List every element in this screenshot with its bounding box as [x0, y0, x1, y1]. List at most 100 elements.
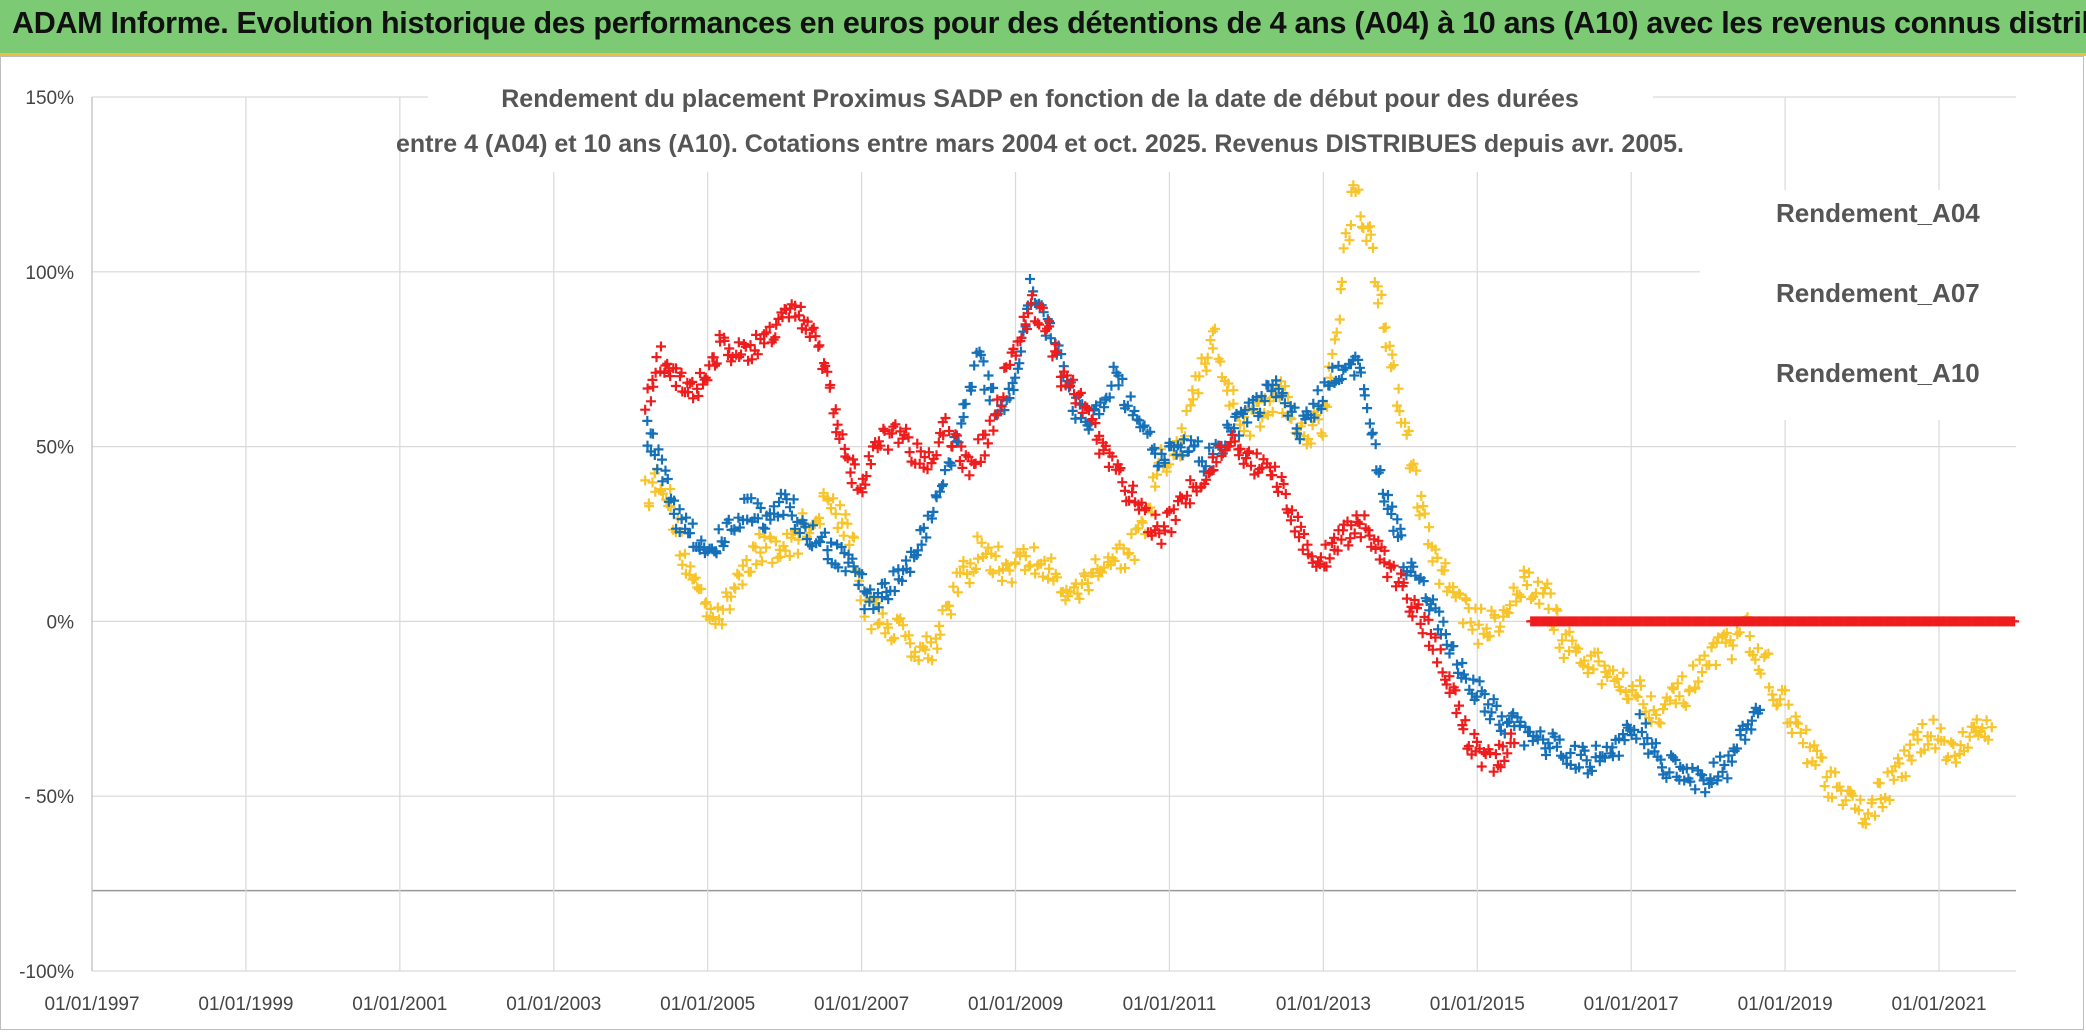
a07-point: [808, 520, 818, 531]
a07-point: [1014, 358, 1025, 369]
a04-point: [814, 518, 825, 529]
a04-point: [1830, 767, 1841, 778]
a07-point: [657, 476, 668, 487]
a07-point: [1468, 674, 1479, 685]
a07-point: [1067, 405, 1078, 416]
a04-point: [1473, 619, 1484, 630]
a04-point: [835, 500, 845, 511]
a10-point: [711, 358, 722, 369]
a04-point: [1043, 573, 1054, 584]
a10-point: [837, 429, 848, 440]
a04-point: [1202, 352, 1213, 363]
a07-point: [786, 510, 797, 521]
a04-point: [1620, 687, 1631, 697]
a07-point: [1312, 385, 1323, 396]
a04-point: [1455, 589, 1466, 600]
a04-point: [1412, 502, 1423, 513]
a07-point: [1735, 730, 1746, 741]
a10-point: [1289, 526, 1300, 537]
a10-point: [980, 429, 991, 440]
a04-point: [920, 644, 931, 655]
a10-point: [1297, 544, 1308, 555]
a10-point: [1345, 533, 1356, 544]
a07-point: [752, 513, 763, 524]
a04-point: [1793, 718, 1803, 729]
a04-point: [1711, 637, 1722, 648]
a04-point: [1411, 465, 1422, 476]
a10-point: [1166, 527, 1177, 538]
a07-point: [1565, 748, 1576, 758]
a10-point: [1055, 371, 1066, 382]
a07-point: [1138, 422, 1149, 433]
a04-point: [1072, 588, 1083, 599]
a10-point: [846, 478, 857, 489]
a04-point: [755, 547, 766, 558]
a07-point: [960, 398, 971, 409]
a07-point: [916, 539, 927, 550]
a07-point: [774, 497, 785, 507]
a10-point: [973, 434, 984, 445]
a04-point: [1623, 694, 1634, 705]
a04-point: [665, 484, 676, 494]
a10-point: [1117, 477, 1128, 488]
a04-point: [1307, 420, 1318, 431]
a04-point: [1763, 648, 1774, 659]
a10-point: [1336, 534, 1347, 545]
a07-point: [772, 511, 783, 522]
a10-point: [1321, 561, 1332, 572]
x-tick-label: 01/01/2019: [1738, 994, 1833, 1015]
a07-point: [794, 528, 805, 538]
a04-point: [1001, 558, 1012, 569]
a04-point: [842, 518, 853, 529]
a10-point: [1090, 418, 1101, 429]
a07-point: [1515, 716, 1526, 727]
a10-point: [1379, 557, 1390, 568]
a04-point: [1099, 562, 1109, 573]
a10-point: [849, 459, 860, 470]
a04-point: [1726, 654, 1737, 665]
a04-point: [1638, 699, 1649, 710]
a10-point: [1355, 532, 1366, 543]
a04-point: [944, 600, 955, 611]
a07-point: [1746, 724, 1757, 735]
a04-point: [1476, 603, 1487, 614]
a04-point: [1338, 243, 1349, 254]
a10-point: [710, 360, 720, 371]
a04-point: [823, 495, 834, 506]
a04-point: [1697, 667, 1708, 678]
a07-point: [1452, 659, 1462, 670]
a04-point: [1775, 694, 1786, 705]
a04-point: [921, 631, 932, 642]
a04-point: [976, 537, 987, 548]
a10-point: [1460, 715, 1471, 726]
a07-point: [1099, 402, 1110, 413]
a10-point: [923, 447, 934, 458]
a04-point: [1432, 552, 1443, 563]
a04-point: [1006, 577, 1017, 588]
a07-point: [642, 415, 653, 426]
a07-point: [742, 514, 753, 525]
a07-point: [1271, 375, 1282, 386]
a04-point: [1615, 685, 1626, 696]
a04-point: [1284, 412, 1295, 423]
a04-point: [674, 550, 685, 561]
a10-point: [1413, 599, 1424, 610]
a07-point: [1192, 436, 1203, 447]
a07-point: [1159, 457, 1170, 468]
a10-point: [957, 462, 968, 473]
a07-point: [1731, 743, 1742, 754]
a07-point: [1650, 738, 1661, 749]
a04-point: [958, 561, 969, 572]
a04-point: [1935, 723, 1946, 734]
a10-point: [1280, 489, 1291, 499]
a04-point: [970, 563, 981, 574]
a04-point: [877, 608, 888, 619]
a04-point: [1667, 682, 1677, 693]
a07-point: [662, 474, 673, 484]
a04-point: [770, 536, 781, 547]
a07-point: [1277, 388, 1288, 398]
a04-point: [913, 655, 924, 666]
a04-point: [895, 613, 906, 624]
a07-point: [938, 479, 949, 490]
a10-point: [1027, 290, 1037, 301]
